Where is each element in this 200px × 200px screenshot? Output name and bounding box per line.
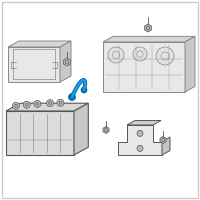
Circle shape	[81, 87, 87, 93]
Circle shape	[12, 102, 19, 109]
Polygon shape	[6, 111, 74, 155]
Circle shape	[59, 101, 62, 104]
Circle shape	[68, 94, 76, 100]
Circle shape	[57, 99, 64, 106]
Polygon shape	[74, 103, 88, 155]
Circle shape	[14, 104, 17, 107]
Circle shape	[34, 100, 41, 107]
Circle shape	[49, 102, 52, 105]
Polygon shape	[103, 42, 185, 92]
Polygon shape	[103, 36, 195, 42]
Circle shape	[23, 101, 30, 108]
Polygon shape	[103, 127, 109, 134]
Polygon shape	[64, 58, 70, 66]
Polygon shape	[8, 47, 60, 82]
Polygon shape	[160, 136, 166, 144]
Circle shape	[133, 47, 147, 61]
Circle shape	[47, 100, 54, 107]
Polygon shape	[162, 137, 170, 155]
Polygon shape	[8, 41, 71, 47]
Circle shape	[156, 47, 174, 65]
Polygon shape	[127, 121, 161, 125]
Polygon shape	[185, 36, 195, 92]
Polygon shape	[60, 41, 71, 82]
Polygon shape	[145, 24, 151, 32]
Circle shape	[36, 102, 39, 105]
Circle shape	[25, 103, 28, 106]
Circle shape	[137, 145, 143, 151]
Polygon shape	[118, 125, 162, 155]
Circle shape	[108, 47, 124, 63]
Polygon shape	[6, 103, 88, 111]
Circle shape	[137, 130, 143, 136]
